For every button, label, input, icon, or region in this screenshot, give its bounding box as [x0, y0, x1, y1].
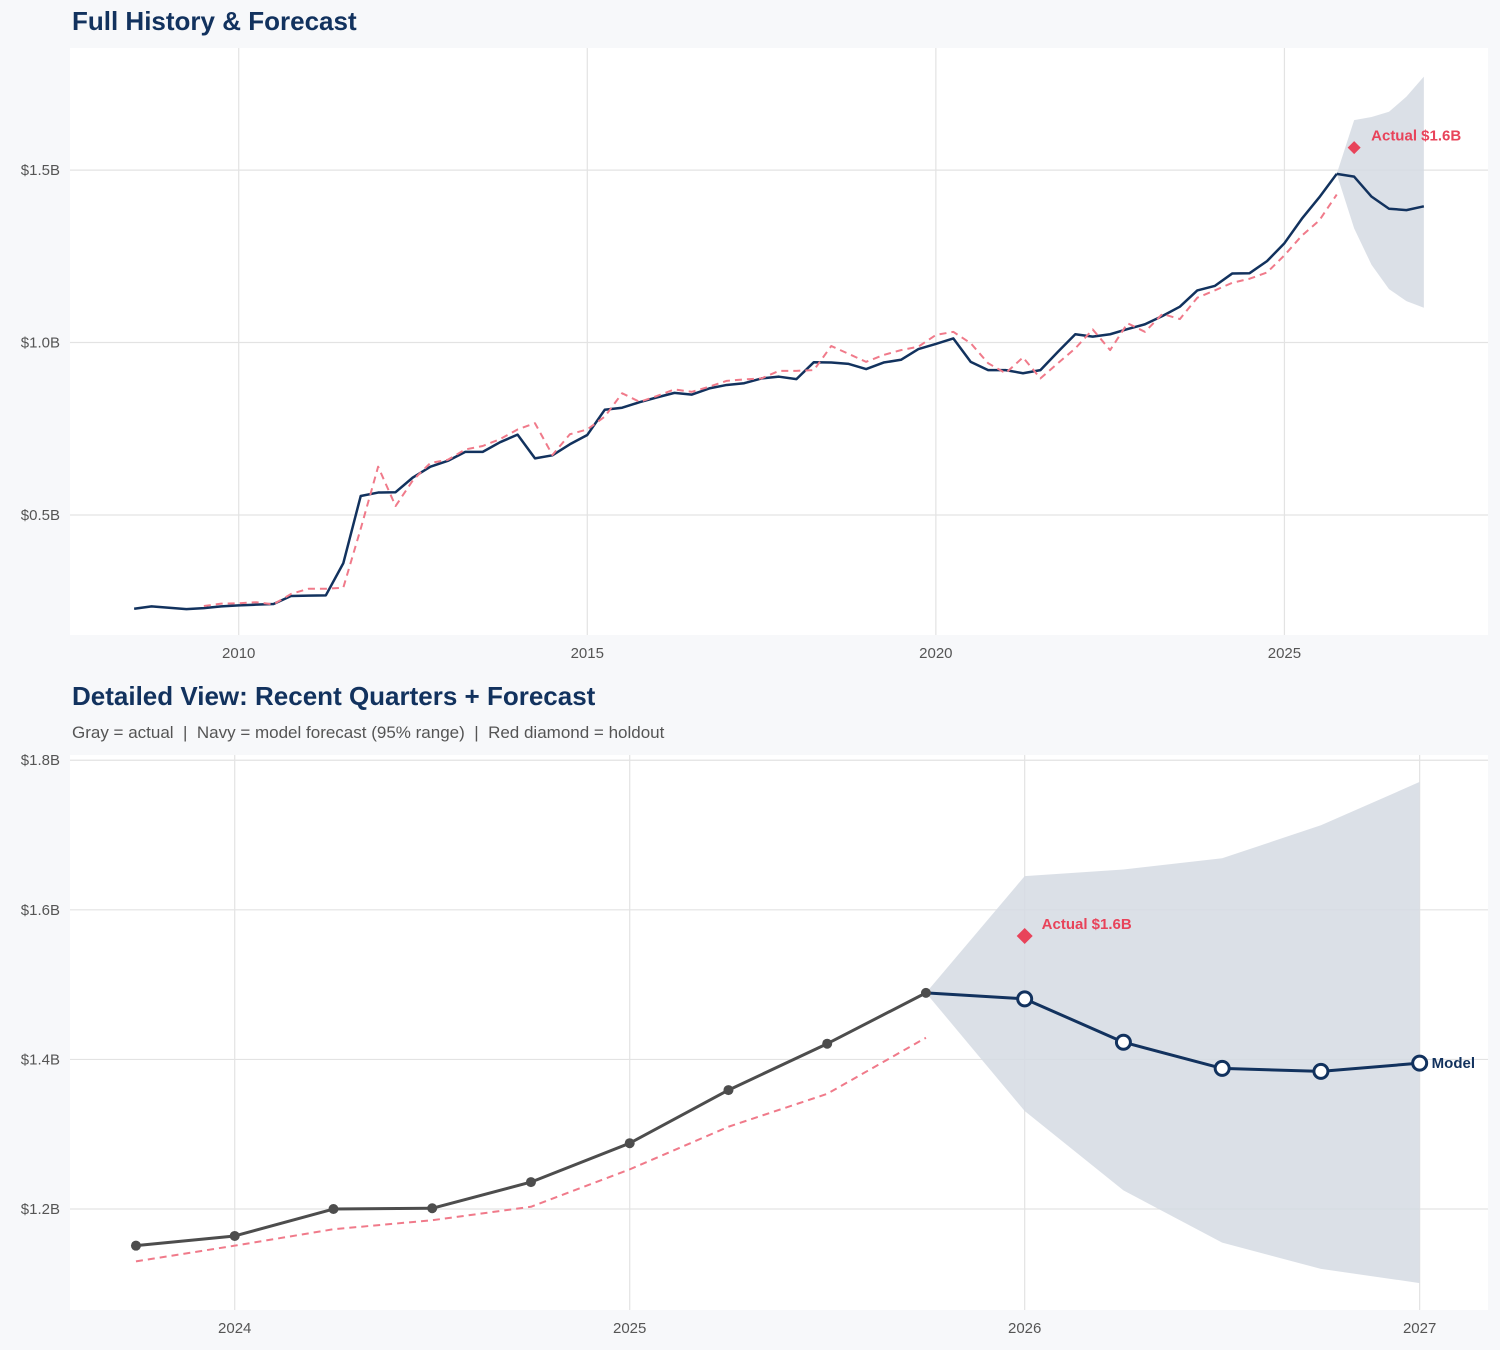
x-tick-label: 2015	[571, 645, 604, 662]
holdout-diamond	[1347, 141, 1361, 155]
y-tick-label: $1.5B	[21, 162, 60, 179]
x-tick-label: 2026	[1008, 1320, 1041, 1337]
holdout-label: Actual $1.6B	[1042, 916, 1132, 933]
actual-point	[822, 1038, 833, 1049]
bottom-chart-subtitle: Gray = actual | Navy = model forecast (9…	[72, 723, 665, 742]
forecast-point	[1016, 990, 1034, 1008]
fitted-line	[203, 194, 1338, 608]
forecast-line	[925, 991, 1420, 1073]
y-tick-label: $1.6B	[21, 902, 60, 919]
x-tick-label: 2025	[613, 1320, 646, 1337]
actual-point	[624, 1138, 635, 1149]
actual-point	[328, 1204, 339, 1215]
forecast-point	[1411, 1054, 1429, 1072]
x-tick-label: 2010	[222, 645, 255, 662]
top-chart-title: Full History & Forecast	[72, 6, 357, 36]
x-tick-label: 2020	[919, 645, 952, 662]
x-tick-label: 2024	[218, 1320, 251, 1337]
y-tick-label: $1.8B	[21, 752, 60, 769]
y-tick-label: $0.5B	[21, 507, 60, 524]
forecast-range-band	[925, 781, 1420, 1284]
forecast-line	[1336, 172, 1425, 212]
detailed-view-chart: $1.2B $1.4B $1.6B $1.8B 2024 2025 2026 2027 Mode…	[21, 752, 1488, 1337]
holdout-diamond	[1016, 928, 1033, 945]
actual-point	[229, 1230, 240, 1241]
actual-point	[525, 1177, 536, 1188]
y-tick-label: $1.0B	[21, 335, 60, 352]
x-tick-label: 2025	[1268, 645, 1301, 662]
actual-point	[427, 1203, 438, 1214]
forecast-point	[1213, 1059, 1231, 1077]
forecast-point	[1114, 1033, 1132, 1051]
plot-area	[133, 76, 1425, 611]
plot-background	[70, 48, 1488, 635]
bottom-chart-title: Detailed View: Recent Quarters + Forecas…	[72, 681, 596, 711]
actual-point	[920, 987, 931, 998]
y-tick-label: $1.2B	[21, 1201, 60, 1218]
x-tick-label: 2027	[1403, 1320, 1436, 1337]
holdout-label: Actual $1.6B	[1371, 128, 1461, 145]
series-label-model: Model	[1432, 1055, 1475, 1072]
actual-point	[723, 1085, 734, 1096]
forecast-range-band	[1336, 76, 1424, 308]
actual-line	[133, 173, 1338, 611]
actual-point	[130, 1240, 141, 1251]
forecast-point	[1312, 1062, 1330, 1080]
y-tick-label: $1.4B	[21, 1051, 60, 1068]
full-history-chart: $0.5B $1.0B $1.5B 2010 2015 2020 2025 Actual $1…	[21, 48, 1488, 662]
fitted-line	[135, 1036, 927, 1263]
